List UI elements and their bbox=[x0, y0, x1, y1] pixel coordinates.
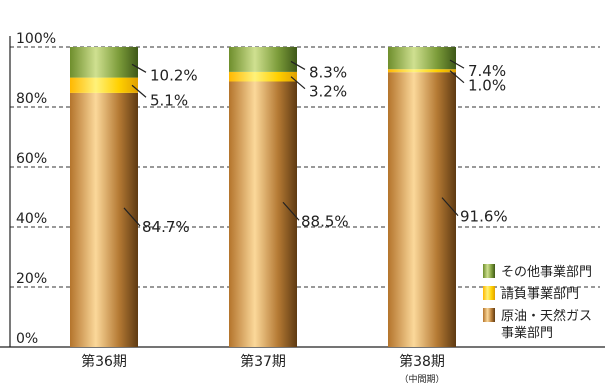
bar-segment bbox=[229, 71, 297, 82]
leader-line bbox=[131, 63, 147, 73]
value-label: 10.2% bbox=[150, 66, 198, 84]
y-tick-label: 20% bbox=[16, 271, 47, 287]
y-tick-label: 80% bbox=[16, 91, 47, 107]
legend-label: 原油・天然ガス bbox=[501, 308, 592, 324]
leader-line bbox=[290, 76, 306, 90]
y-tick-label: 60% bbox=[16, 151, 47, 167]
x-tick-label: 第38期 bbox=[399, 353, 445, 370]
value-label: 84.7% bbox=[142, 218, 190, 236]
legend-label: その他事業部門 bbox=[501, 264, 592, 280]
value-label: 91.6% bbox=[460, 208, 508, 226]
value-label: 1.0% bbox=[468, 77, 506, 95]
x-tick-label: 第36期 bbox=[81, 353, 127, 370]
y-tick-label: 40% bbox=[16, 211, 47, 227]
bar-segment bbox=[229, 81, 297, 347]
bar-segment bbox=[388, 69, 456, 73]
value-label: 88.5% bbox=[301, 212, 349, 230]
bar-segment bbox=[70, 47, 138, 78]
value-label: 5.1% bbox=[150, 91, 188, 109]
leader-line bbox=[131, 84, 147, 98]
leader-line bbox=[282, 201, 300, 221]
leader-line bbox=[290, 60, 306, 70]
legend-swatch bbox=[483, 308, 495, 322]
bar-segment bbox=[229, 47, 297, 72]
legend-label: 請負事業部門 bbox=[501, 286, 579, 302]
bar-segment bbox=[70, 92, 138, 348]
leader-line bbox=[441, 197, 459, 216]
value-label: 7.4% bbox=[468, 62, 506, 80]
y-tick-label: 100% bbox=[16, 31, 56, 47]
bar-segment bbox=[388, 72, 456, 347]
x-tick-sublabel: （中間期） bbox=[399, 373, 444, 385]
leader-line bbox=[449, 70, 465, 84]
leader-line bbox=[123, 207, 141, 227]
value-label: 3.2% bbox=[309, 83, 347, 101]
bar-segment bbox=[70, 77, 138, 93]
legend-label: 事業部門 bbox=[501, 325, 553, 341]
bar-segment bbox=[388, 47, 456, 70]
x-tick-label: 第37期 bbox=[240, 353, 286, 370]
value-label: 8.3% bbox=[309, 63, 347, 81]
y-tick-label: 0% bbox=[16, 331, 38, 347]
leader-line bbox=[449, 59, 465, 69]
legend-swatch bbox=[483, 286, 495, 300]
legend-swatch bbox=[483, 264, 495, 278]
